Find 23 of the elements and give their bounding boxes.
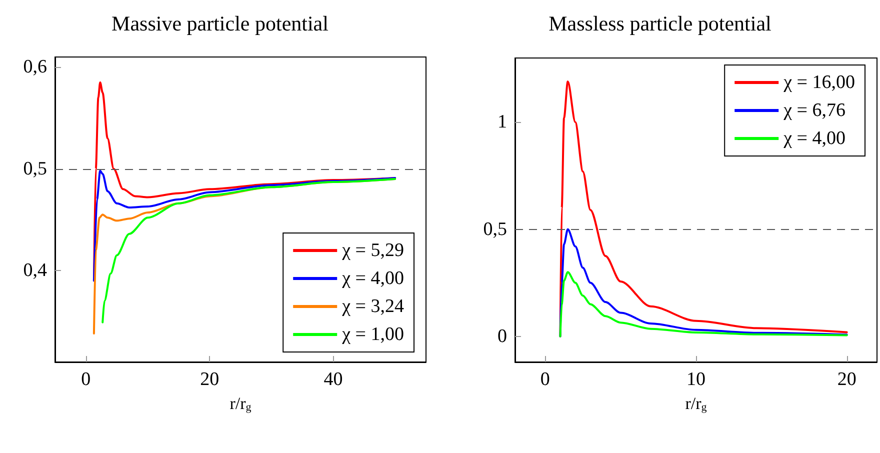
y-tick-label: 0,6	[23, 56, 47, 78]
x-tick-label: 0	[540, 369, 550, 390]
legend-label: χ = 16,00	[782, 72, 856, 93]
legend-label: χ = 3,24	[341, 296, 404, 317]
legend-label: χ = 6,76	[782, 100, 846, 121]
x-tick-label: 20	[200, 369, 220, 390]
y-tick-label: 0	[498, 326, 507, 347]
x-tick-label: 40	[324, 369, 343, 390]
legend-label: χ = 4,00	[782, 128, 846, 149]
y-tick-label: 0,4	[23, 260, 48, 281]
line-series	[559, 228, 848, 338]
x-tick-label: 20	[837, 369, 856, 390]
legend-label: χ = 5,29	[341, 240, 404, 261]
line-series	[559, 271, 848, 338]
y-tick-label: 1	[498, 112, 507, 133]
chart-title: Massive particle potential	[112, 12, 329, 36]
y-tick-label: 0,5	[483, 218, 507, 240]
legend-label: χ = 1,00	[341, 324, 404, 345]
x-tick-label: 0	[81, 369, 91, 390]
y-tick-label: 0,5	[23, 158, 47, 180]
chart-title: Massless particle potential	[548, 12, 772, 36]
legend-label: χ = 4,00	[341, 268, 404, 289]
x-tick-label: 10	[686, 369, 706, 390]
